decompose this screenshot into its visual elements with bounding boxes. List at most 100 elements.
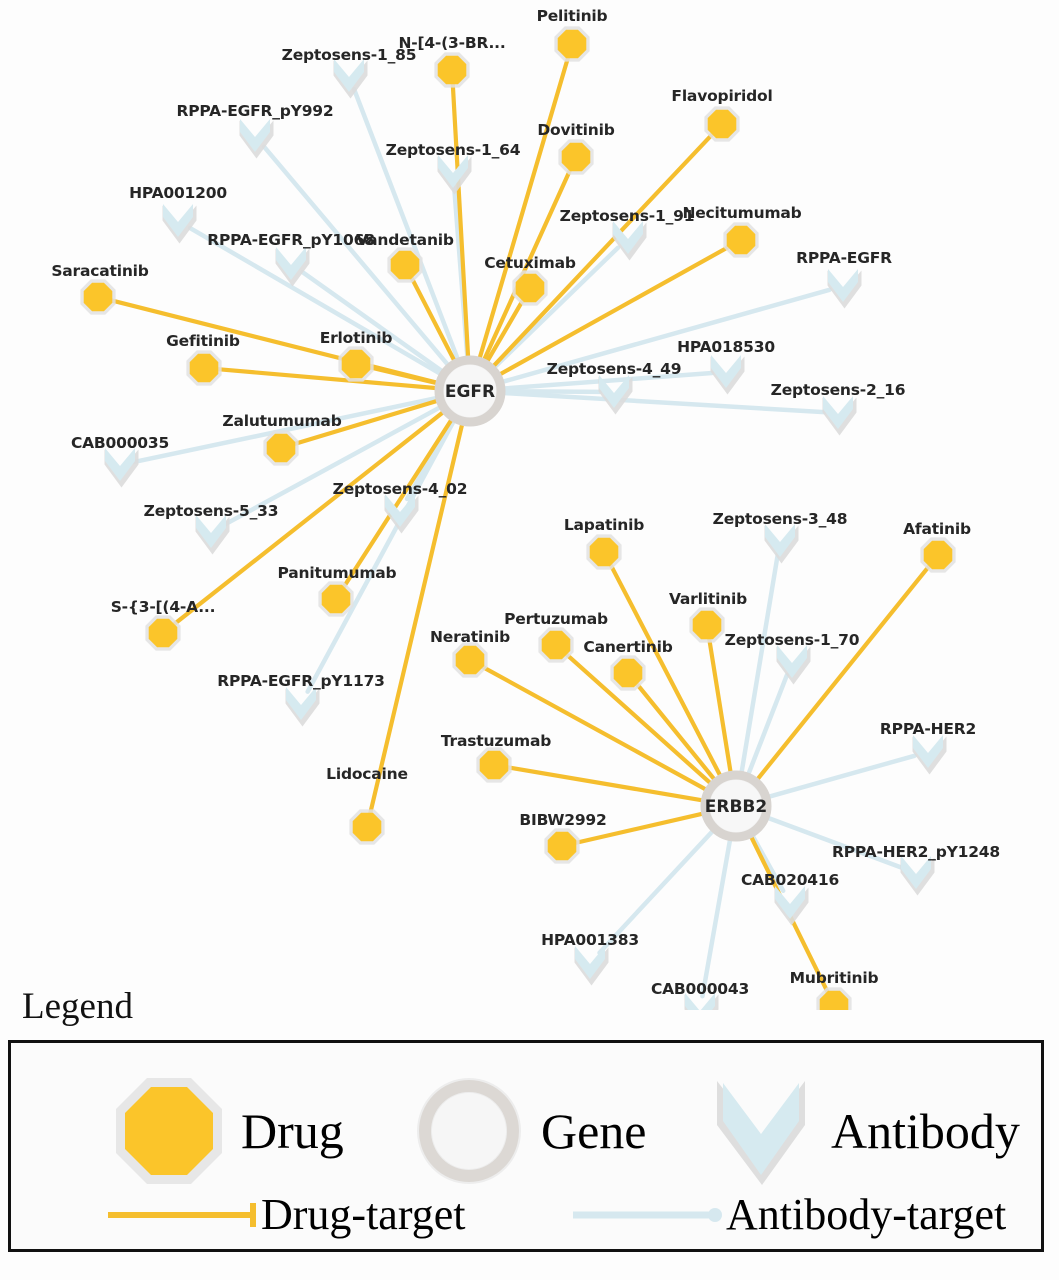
antibody-node[interactable]	[774, 886, 809, 926]
antibody-target-edge	[131, 395, 441, 465]
network-graph-canvas: EGFR ERBB2 Zeptosens-1_85 RPPA-EGFR_pY992 Z…	[51, 7, 1001, 1010]
antibody-target-edge	[738, 552, 780, 777]
antibody-node[interactable]	[710, 355, 745, 395]
antibody-target-edge	[261, 144, 452, 369]
drug-target-edge	[484, 297, 526, 366]
drug-node[interactable]	[387, 247, 423, 283]
antibody-node[interactable]	[764, 524, 799, 564]
antibody-target-edge	[351, 86, 461, 364]
antibody-node[interactable]	[104, 448, 139, 488]
edge-layer	[109, 55, 932, 999]
antibody-target-edge	[221, 404, 445, 528]
drug-target-edge	[505, 765, 707, 803]
drug-target-edge-icon	[108, 1203, 256, 1227]
antibody-target-edge	[499, 388, 603, 395]
drug-node[interactable]	[512, 270, 548, 306]
legend-label-drug-target: Drug-target	[261, 1190, 466, 1239]
drug-shape-icon	[116, 1078, 222, 1184]
legend-shapes-row: Drug Gene Antibody	[11, 1073, 1041, 1185]
drug-node[interactable]	[586, 534, 622, 570]
drug-node[interactable]	[610, 655, 646, 691]
drug-target-edge	[564, 652, 715, 787]
antibody-node[interactable]	[285, 687, 320, 727]
drug-node[interactable]	[452, 642, 488, 678]
antibody-target-edge	[700, 835, 733, 999]
antibody-target-edge	[490, 245, 621, 371]
antibody-target-edge	[597, 827, 717, 955]
drug-target-edge	[481, 167, 573, 364]
legend-label-antibody: Antibody	[831, 1103, 1020, 1159]
drug-node[interactable]	[145, 615, 181, 651]
drug-node[interactable]	[476, 747, 512, 783]
drug-node[interactable]	[920, 537, 956, 573]
drug-target-edge	[753, 563, 932, 784]
antibody-node[interactable]	[195, 515, 230, 555]
drug-node[interactable]	[80, 279, 116, 315]
drug-target-edge	[171, 408, 447, 627]
antibody-target-edge	[187, 225, 445, 378]
drug-target-edge	[573, 811, 707, 845]
legend-entry-gene: Gene	[411, 1073, 647, 1189]
antibody-shape-icon	[717, 1081, 805, 1185]
legend: Legend Drug Gene	[0, 985, 1059, 1280]
antibody-target-edge	[498, 287, 832, 385]
drug-node[interactable]	[338, 346, 374, 382]
node-layer: EGFR ERBB2	[80, 26, 956, 1010]
legend-label-antibody-target: Antibody-target	[726, 1190, 1007, 1239]
drug-target-edge	[480, 664, 711, 793]
legend-entry-antibody: Antibody	[701, 1073, 1020, 1189]
network-svg: EGFR ERBB2	[80, 26, 956, 1010]
antibody-node[interactable]	[822, 396, 857, 436]
antibody-target-edge	[763, 814, 906, 871]
drug-node[interactable]	[723, 222, 759, 258]
legend-label-gene: Gene	[541, 1103, 647, 1159]
drug-target-edge	[367, 365, 441, 386]
antibody-target-edge	[499, 390, 827, 415]
antibody-target-edge	[499, 370, 715, 391]
antibody-node[interactable]	[574, 946, 609, 986]
legend-entry-drug-target: Drug-target	[106, 1193, 465, 1237]
drug-node[interactable]	[554, 26, 590, 62]
antibody-target-edge	[749, 831, 786, 894]
antibody-node[interactable]	[827, 269, 862, 309]
antibody-node[interactable]	[437, 155, 472, 195]
drug-node[interactable]	[689, 607, 725, 643]
drug-target-edge	[368, 420, 465, 816]
antibody-node[interactable]	[333, 59, 368, 99]
drug-node[interactable]	[704, 106, 740, 142]
drug-node[interactable]	[263, 430, 299, 466]
legend-title: Legend	[22, 986, 133, 1027]
antibody-node[interactable]	[912, 735, 947, 775]
legend-edges-row: Drug-target Antibody-target	[11, 1193, 1041, 1253]
drug-node[interactable]	[544, 828, 580, 864]
drug-target-edge	[450, 81, 471, 362]
gene-shape-icon	[417, 1078, 521, 1184]
antibody-target-edge-icon	[573, 1208, 722, 1222]
drug-target-edge	[409, 275, 458, 365]
drug-node[interactable]	[318, 581, 354, 617]
drug-node[interactable]	[349, 809, 385, 845]
drug-node[interactable]	[558, 139, 594, 175]
drug-target-edge	[292, 398, 442, 447]
antibody-node[interactable]	[776, 645, 811, 685]
drug-node[interactable]	[538, 627, 574, 663]
drug-target-edge	[341, 415, 455, 590]
antibody-target-edge	[305, 416, 458, 694]
drug-target-edge	[495, 244, 731, 378]
drug-node[interactable]	[434, 52, 470, 88]
gene-node-label: EGFR	[445, 382, 495, 402]
legend-entry-antibody-target: Antibody-target	[571, 1193, 1006, 1237]
antibody-node[interactable]	[162, 204, 197, 244]
drug-target-edge	[476, 55, 571, 363]
antibody-node[interactable]	[900, 856, 935, 896]
gene-node-label: ERBB2	[705, 797, 767, 817]
drug-target-edge	[608, 562, 724, 780]
drug-target-edge	[707, 636, 734, 777]
drug-target-edge	[489, 132, 715, 370]
legend-label-drug: Drug	[241, 1103, 344, 1159]
antibody-target-edge	[764, 753, 917, 800]
antibody-target-edge	[300, 269, 447, 375]
antibody-node[interactable]	[612, 221, 647, 261]
drug-node[interactable]	[186, 350, 222, 386]
legend-entry-drug: Drug	[111, 1073, 344, 1189]
